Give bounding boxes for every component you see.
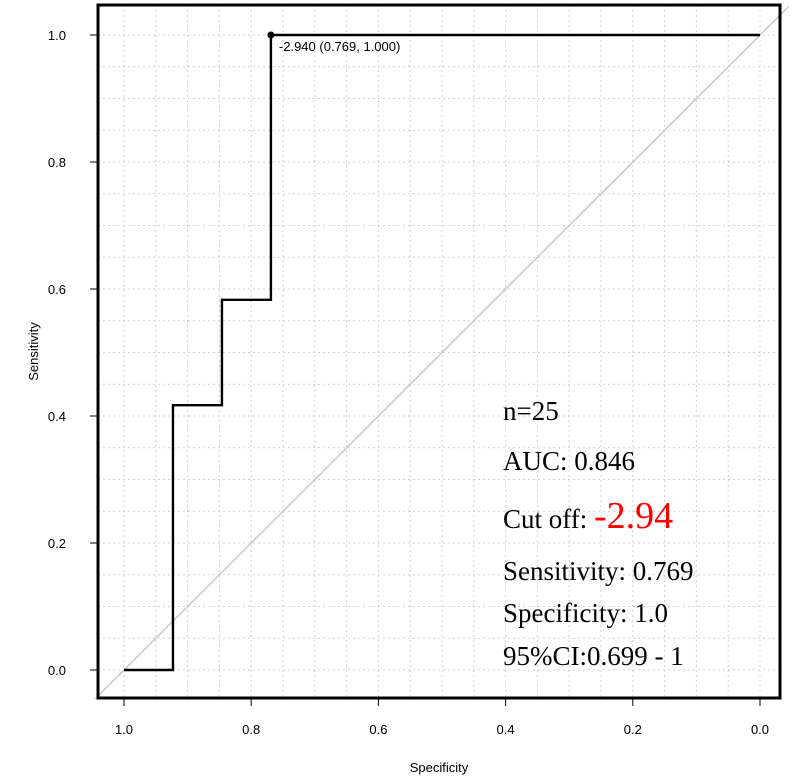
cutoff-point xyxy=(267,31,275,39)
x-tick-label: 0.0 xyxy=(751,722,769,737)
y-tick-label: 0.8 xyxy=(48,155,66,170)
cutoff-point-label: -2.940 (0.769, 1.000) xyxy=(279,39,400,54)
y-axis-ticks: 0.0 0.2 0.4 0.6 0.8 1.0 xyxy=(48,28,98,678)
auc-annotation: AUC: 0.846 xyxy=(503,446,635,476)
y-tick-label: 0.6 xyxy=(48,282,66,297)
y-tick-label: 1.0 xyxy=(48,28,66,43)
y-tick-label: 0.0 xyxy=(48,663,66,678)
x-tick-label: 0.8 xyxy=(242,722,260,737)
x-tick-label: 0.2 xyxy=(624,722,642,737)
x-tick-label: 0.6 xyxy=(369,722,387,737)
x-tick-label: 0.4 xyxy=(497,722,515,737)
x-axis-label: Specificity xyxy=(410,760,469,775)
n-annotation: n=25 xyxy=(503,396,559,426)
grid-lines xyxy=(98,5,780,698)
y-axis-label: Sensitivity xyxy=(26,322,41,381)
y-tick-label: 0.4 xyxy=(48,409,66,424)
specificity-annotation: Specificity: 1.0 xyxy=(503,598,668,628)
ci-annotation: 95%CI:0.699 - 1 xyxy=(503,641,684,671)
cutoff-value: -2.94 xyxy=(594,495,673,537)
sensitivity-annotation: Sensitivity: 0.769 xyxy=(503,556,694,586)
reference-diagonal-line xyxy=(94,5,790,700)
x-tick-label: 1.0 xyxy=(115,722,133,737)
cutoff-label: Cut off: xyxy=(503,504,594,534)
y-tick-label: 0.2 xyxy=(48,536,66,551)
plot-border xyxy=(96,3,782,700)
cutoff-annotation: Cut off: -2.94 xyxy=(503,495,673,537)
roc-curve-line xyxy=(124,33,760,672)
x-axis-ticks: 1.0 0.8 0.6 0.4 0.2 0.0 xyxy=(115,698,769,737)
stats-annotation: n=25 AUC: 0.846 Cut off: -2.94 Sensitivi… xyxy=(503,396,694,671)
